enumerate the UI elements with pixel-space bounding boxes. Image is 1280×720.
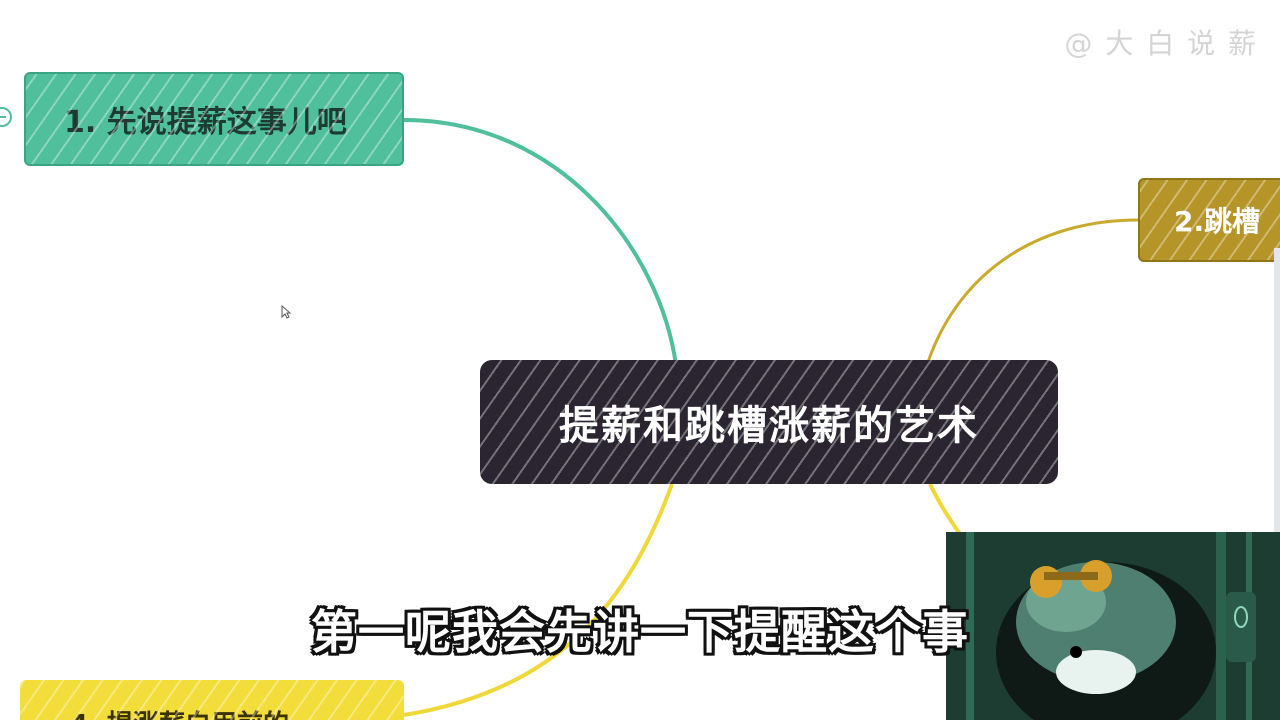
mindmap-node-branch-2[interactable]: 2.跳槽 bbox=[1138, 178, 1280, 262]
subtitle-caption: 第一呢我会先讲一下提醒这个事 bbox=[311, 605, 969, 659]
branch-2-label: 2.跳槽 bbox=[1174, 205, 1261, 238]
minus-circle-icon[interactable] bbox=[0, 107, 12, 127]
channel-watermark: @ 大 白 说 薪 bbox=[1064, 27, 1258, 60]
connector-to-branch-4 bbox=[403, 483, 674, 717]
central-topic-label: 提薪和跳槽涨薪的艺术 bbox=[559, 403, 979, 449]
red-panda-avatar bbox=[946, 532, 1280, 720]
connector-to-branch-2 bbox=[926, 218, 1139, 363]
branch-4-label: 4. 提涨薪白用前的 bbox=[70, 704, 289, 720]
connector-to-branch-3 bbox=[928, 483, 962, 536]
mouse-pointer-icon bbox=[281, 305, 291, 319]
mindmap-central-topic[interactable]: 提薪和跳槽涨薪的艺术 bbox=[480, 360, 1058, 484]
mindmap-node-branch-1[interactable]: 1. 先说提薪这事儿吧 bbox=[24, 72, 404, 166]
connector-to-branch-1 bbox=[403, 118, 678, 366]
vertical-scrollbar[interactable] bbox=[1274, 248, 1280, 668]
webcam-overlay bbox=[946, 532, 1280, 720]
mindmap-node-branch-4[interactable]: 4. 提涨薪白用前的 bbox=[20, 680, 404, 720]
branch-1-label: 1. 先说提薪这事儿吧 bbox=[64, 105, 347, 140]
